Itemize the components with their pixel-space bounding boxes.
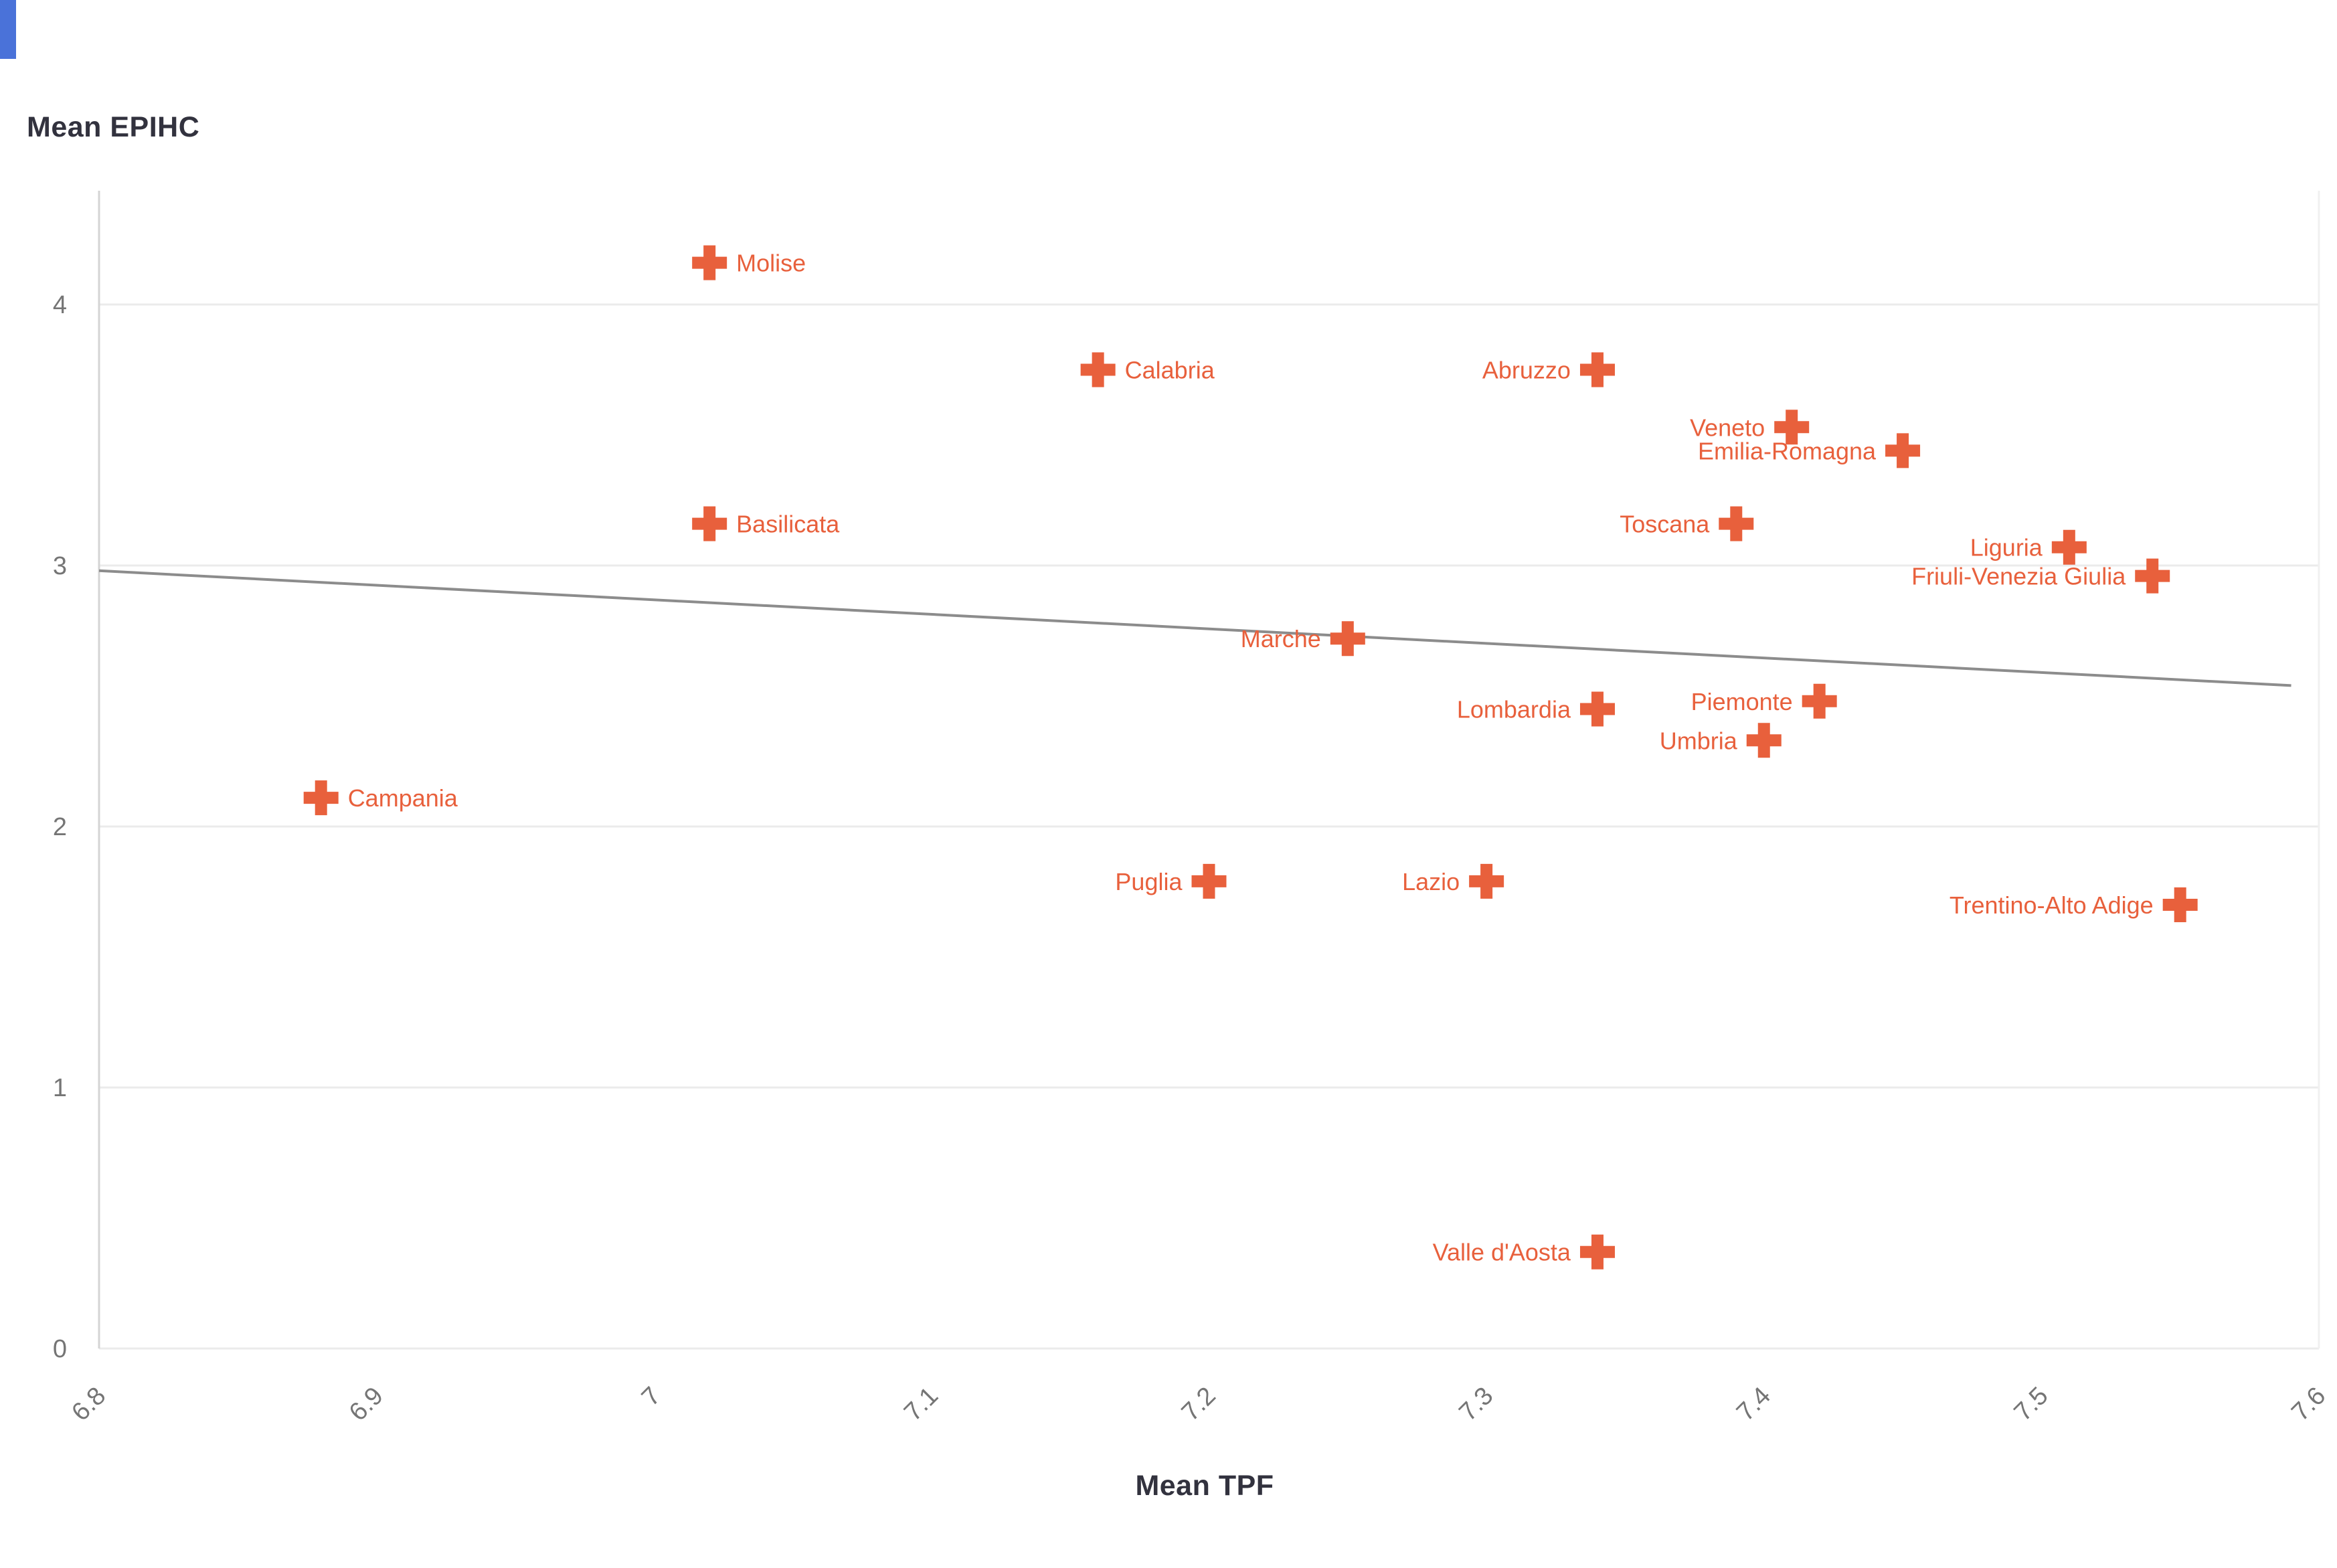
point-marker-basilicata[interactable] — [692, 506, 727, 541]
x-tick-label-7-3: 7.3 — [1454, 1382, 1498, 1427]
y-tick-label-1: 1 — [53, 1074, 67, 1102]
y-axis-title: Mean EPIHC — [27, 111, 200, 143]
point-label-trentino-alto-adige: Trentino-Alto Adige — [1950, 891, 2154, 919]
x-tick-label-7-5: 7.5 — [2009, 1382, 2054, 1427]
point-label-emilia-romagna: Emilia-Romagna — [1698, 437, 1877, 464]
point-label-campania: Campania — [348, 784, 458, 812]
point-marker-emilia-romagna[interactable] — [1885, 433, 1921, 468]
x-tick-label-7-4: 7.4 — [1731, 1382, 1776, 1427]
point-marker-marche[interactable] — [1330, 621, 1365, 657]
trend-line — [98, 569, 2291, 687]
grid-layer — [98, 191, 2320, 1350]
point-label-calabria: Calabria — [1125, 357, 1215, 384]
point-marker-piemonte[interactable] — [1802, 683, 1837, 719]
point-marker-valle-d-aosta[interactable] — [1579, 1234, 1615, 1270]
y-tick-label-2: 2 — [53, 813, 67, 841]
point-label-umbria: Umbria — [1660, 727, 1738, 754]
point-label-liguria: Liguria — [1970, 534, 2043, 561]
point-marker-liguria[interactable] — [2051, 529, 2087, 565]
x-tick-label-7-2: 7.2 — [1177, 1382, 1221, 1427]
y-tick-label-4: 4 — [53, 291, 67, 319]
x-axis-title: Mean TPF — [1135, 1470, 1274, 1502]
data-point-layer: Molise Calabria Abruzzo VenetoEmilia-Romagn… — [303, 245, 2198, 1270]
x-tick-label-7-1: 7.1 — [899, 1382, 944, 1427]
point-marker-veneto[interactable] — [1774, 410, 1810, 445]
point-marker-molise[interactable] — [692, 245, 727, 280]
point-label-lazio: Lazio — [1402, 868, 1460, 895]
point-label-veneto: Veneto — [1690, 414, 1765, 441]
x-tick-label-6-8: 6.8 — [66, 1382, 111, 1427]
point-label-abruzzo: Abruzzo — [1482, 357, 1571, 384]
point-marker-calabria[interactable] — [1080, 352, 1116, 387]
point-label-puglia: Puglia — [1115, 868, 1183, 895]
point-label-valle-d-aosta: Valle d'Aosta — [1433, 1239, 1571, 1266]
x-tick-label-6-9: 6.9 — [344, 1382, 389, 1427]
y-tick-label-0: 0 — [53, 1335, 67, 1363]
point-marker-trentino-alto-adige[interactable] — [2162, 887, 2198, 922]
y-tick-label-3: 3 — [53, 552, 67, 580]
point-marker-campania[interactable] — [303, 780, 339, 816]
scroll-accent-bar — [0, 0, 16, 59]
point-label-toscana: Toscana — [1620, 511, 1710, 538]
point-label-friuli-venezia-giulia: Friuli-Venezia Giulia — [1911, 563, 2126, 590]
point-label-marche: Marche — [1241, 625, 1321, 652]
x-tick-label-7-6: 7.6 — [2286, 1382, 2331, 1427]
point-marker-puglia[interactable] — [1191, 863, 1227, 899]
point-marker-lombardia[interactable] — [1579, 691, 1615, 727]
x-tick-label-7: 7 — [636, 1382, 667, 1412]
point-label-molise: Molise — [736, 250, 806, 277]
point-label-lombardia: Lombardia — [1457, 696, 1571, 723]
tick-label-layer: 0 1 2 3 4 6.8 6.9 7 7.1 7.2 7.3 7.4 7.5 7.6 — [53, 291, 2332, 1427]
point-marker-abruzzo[interactable] — [1579, 352, 1615, 387]
point-label-basilicata: Basilicata — [736, 511, 840, 538]
point-marker-friuli-venezia-giulia[interactable] — [2135, 558, 2170, 594]
point-marker-umbria[interactable] — [1746, 723, 1782, 758]
point-marker-lazio[interactable] — [1469, 863, 1504, 899]
point-marker-toscana[interactable] — [1719, 506, 1754, 541]
point-label-piemonte: Piemonte — [1691, 688, 1793, 715]
trend-line-layer — [98, 569, 2291, 687]
